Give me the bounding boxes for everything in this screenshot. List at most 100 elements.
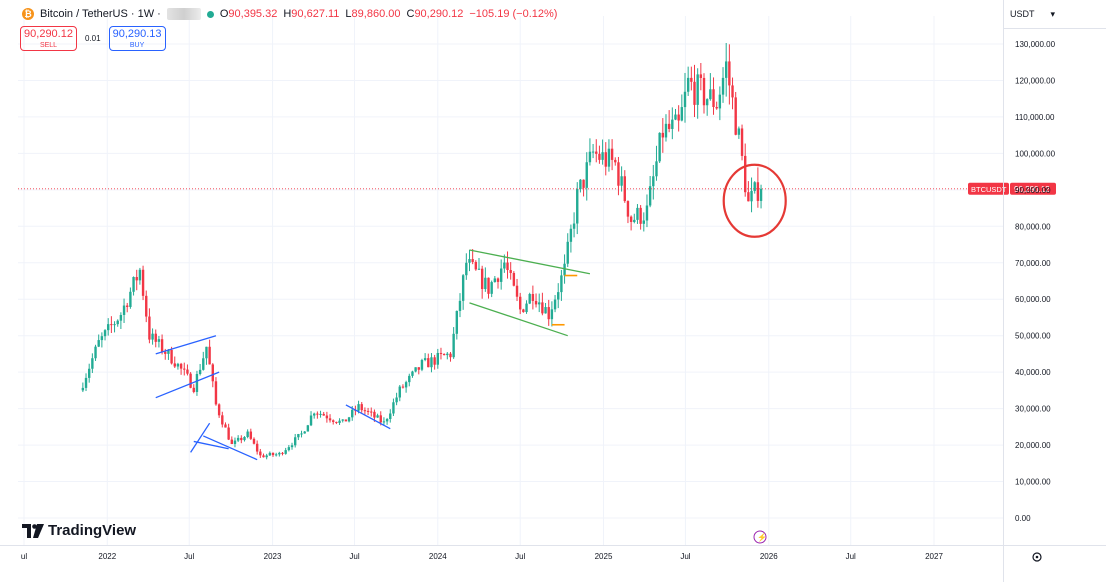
candle-body [499, 268, 503, 282]
y-tick-label: 100,000.00 [1015, 149, 1056, 158]
candle-body [274, 454, 278, 456]
sell-label: SELL [39, 41, 58, 49]
candle-body [461, 275, 465, 301]
y-tick-label: 40,000.00 [1015, 368, 1051, 377]
candle-body [392, 402, 395, 414]
y-tick-label: 0.00 [1015, 514, 1031, 523]
currency-selector[interactable]: USDT ▾ [1010, 9, 1055, 20]
candle-body [642, 220, 645, 224]
sell-button[interactable]: 90,290.12 SELL [20, 26, 77, 51]
candle-body [366, 410, 370, 412]
x-tick-label: Jul [184, 552, 194, 561]
candle-body [404, 382, 408, 388]
candle-body [379, 415, 382, 423]
candle-body [610, 148, 614, 160]
y-tick-label: 30,000.00 [1015, 405, 1051, 414]
candle-body [370, 411, 373, 413]
candle-body [636, 207, 639, 220]
candle-body [522, 309, 525, 313]
candle-body [205, 346, 208, 359]
candle-body [87, 368, 91, 378]
x-tick-label: ul [21, 552, 27, 561]
candle-body [734, 97, 737, 135]
candle-body [702, 77, 706, 106]
symbol-name[interactable]: Bitcoin / TetherUS · 1W · [40, 8, 161, 20]
candle-body [544, 307, 547, 314]
candle-body [189, 373, 192, 388]
candle-body [335, 421, 338, 423]
candle-body [284, 450, 287, 454]
candle-body [414, 367, 417, 372]
candle-body [680, 107, 684, 121]
candle-body [252, 438, 256, 444]
candle-body [221, 415, 224, 425]
buy-button[interactable]: 90,290.13 BUY [108, 26, 166, 51]
candle-body [309, 415, 313, 426]
y-tick-label: 70,000.00 [1015, 259, 1051, 268]
candle-body [474, 261, 478, 270]
candle-body [538, 302, 541, 305]
candle-body [740, 128, 744, 156]
candle-body [287, 447, 291, 451]
candle-body [313, 413, 316, 416]
candle-body [110, 324, 113, 326]
candle-body [186, 369, 189, 374]
candle-body [224, 424, 227, 428]
candle-body [398, 386, 401, 398]
x-tick-label: Jul [846, 552, 856, 561]
candle-body [132, 277, 135, 292]
candle-body [167, 349, 170, 354]
candle-body [423, 358, 427, 360]
candle-body [566, 241, 569, 264]
candle-body [582, 179, 585, 188]
candle-body [433, 357, 436, 365]
candle-body [382, 421, 386, 423]
falling-channel-line [469, 302, 568, 337]
currency-label: USDT [1010, 9, 1035, 19]
candle-body [604, 152, 607, 167]
open-label: O [219, 8, 229, 20]
candle-body [753, 182, 756, 191]
candle-body [693, 81, 696, 105]
tradingview-logo[interactable]: TradingView [22, 522, 136, 539]
candle-body [487, 277, 490, 294]
candle-body [759, 188, 763, 201]
candle-body [709, 89, 712, 100]
candle-body [629, 216, 633, 222]
candle-body [170, 349, 173, 364]
candle-body [230, 439, 234, 444]
candle-body [227, 427, 230, 440]
candle-body [290, 445, 294, 448]
candle-body [690, 77, 693, 82]
candle-body [347, 417, 351, 422]
spread-value: 0.01 [85, 34, 101, 43]
candle-body [512, 272, 516, 286]
candle-body [518, 296, 522, 310]
candle-body [217, 404, 221, 416]
x-tick-label: 2022 [98, 552, 116, 561]
candle-body [718, 94, 722, 109]
candle-body [395, 397, 398, 403]
candle-body [129, 291, 132, 307]
tradingview-logo-icon [22, 523, 44, 538]
candle-body [376, 415, 379, 418]
candle-body [595, 151, 598, 154]
candle-body [598, 153, 601, 160]
wedge-line [193, 440, 229, 450]
candle-body [515, 285, 519, 297]
candle-body [550, 309, 554, 320]
x-tick-label: 2024 [429, 552, 447, 561]
candle-body [411, 371, 414, 376]
x-tick-label: 2026 [760, 552, 778, 561]
candle-body [420, 359, 424, 370]
candle-body [506, 262, 509, 271]
candle-body [417, 367, 420, 370]
close-label: C [406, 8, 415, 20]
candle-body [442, 354, 446, 356]
y-tick-label: 60,000.00 [1015, 295, 1051, 304]
candle-body [293, 437, 297, 446]
candle-body [325, 415, 329, 419]
y-tick-label: 110,000.00 [1015, 113, 1055, 122]
